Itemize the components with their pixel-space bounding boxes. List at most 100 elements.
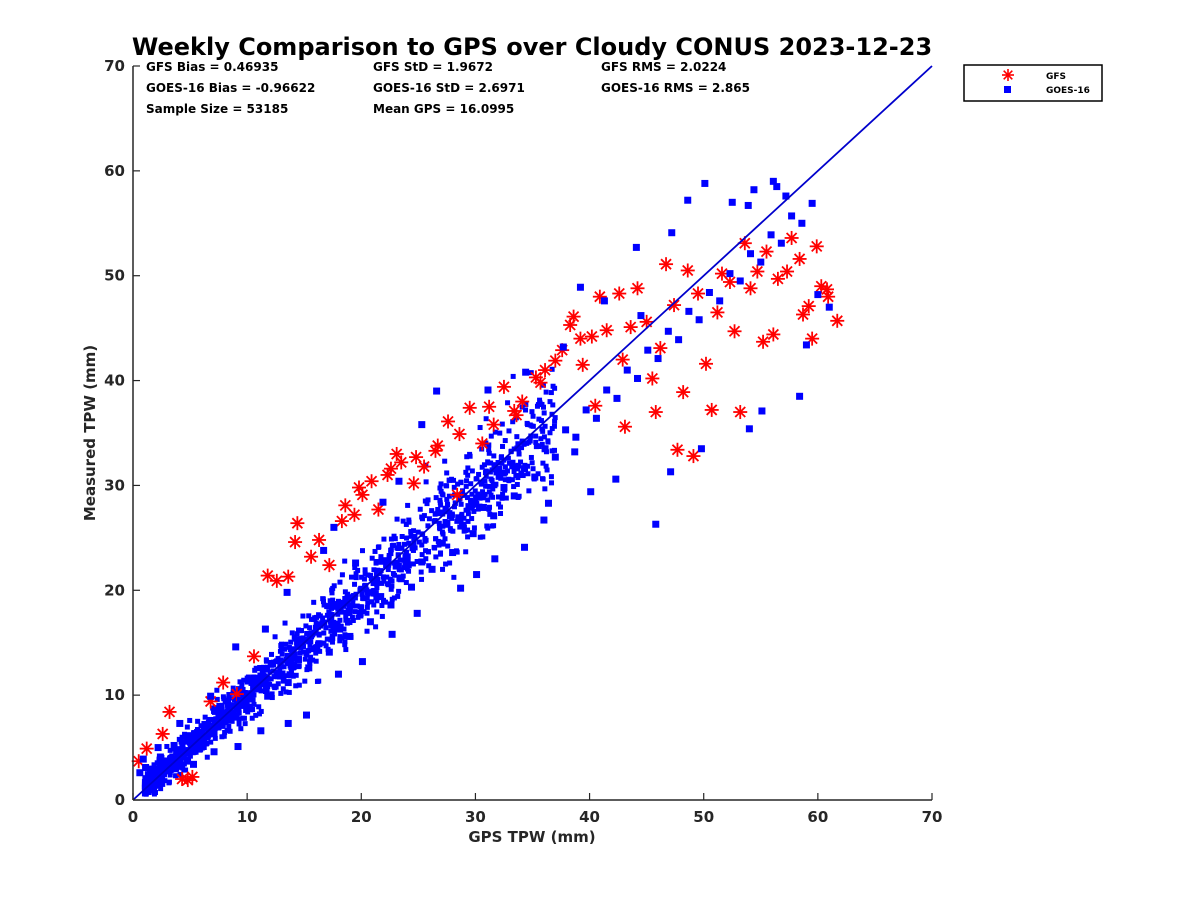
gfs-point [475,436,490,451]
goes16-background-point [435,538,441,544]
y-tick-label: 0 [115,791,125,809]
goes16-background-point [256,704,262,710]
goes16-background-point [535,402,541,408]
goes16-background-point [382,557,388,563]
goes16-background-point [359,574,365,580]
goes16-background-point [278,664,284,670]
goes16-background-point [451,574,457,580]
goes16-background-point [339,602,345,608]
goes16-background-point [502,470,508,476]
goes16-background-point [328,628,334,634]
gfs-point [698,356,713,371]
legend-goes16-square-icon [1004,86,1011,93]
goes16-background-point [449,515,455,521]
stat-label: GOES-16 RMS = 2.865 [601,81,750,95]
goes16-background-point [288,668,294,674]
gfs-point [450,487,465,502]
goes16-point [255,685,263,693]
goes16-background-point [329,590,335,596]
goes16-background-point [294,631,300,637]
gfs-point [710,305,725,320]
goes16-background-point [241,715,247,721]
goes16-background-point [487,511,493,517]
goes16-background-point [422,538,428,544]
goes16-background-point [282,646,288,652]
gfs-point [615,352,630,367]
goes16-background-point [214,687,220,693]
goes16-background-point [423,479,429,485]
goes16-point [336,625,344,633]
goes16-background-point [497,465,503,471]
gfs-point [796,307,811,322]
goes16-point [522,368,530,376]
goes16-background-point [536,443,542,449]
goes16-background-point [425,549,431,555]
goes16-background-point [378,557,384,563]
goes16-background-point [419,576,425,582]
goes16-background-point [296,664,302,670]
goes16-background-point [313,650,319,656]
goes16-point [305,664,313,672]
goes16-background-point [214,696,220,702]
gfs-point [139,741,154,756]
goes16-background-point [260,675,266,681]
goes16-point [261,625,269,633]
goes16-background-point [222,729,228,735]
goes16-background-point [475,506,481,512]
goes16-background-point [321,602,327,608]
goes16-point [325,648,333,656]
goes16-point [637,312,645,320]
goes16-background-point [311,645,317,651]
goes16-background-point [362,571,368,577]
goes16-background-point [317,613,323,619]
goes16-point [210,748,218,756]
goes16-background-point [458,480,464,486]
goes16-point [652,520,660,528]
gfs-point [417,459,432,474]
goes16-background-point [465,472,471,478]
goes16-background-point [347,595,353,601]
goes16-background-point [486,489,492,495]
goes16-point [782,192,790,200]
goes16-point [796,392,804,400]
goes16-point [716,297,724,305]
goes16-background-point [471,499,477,505]
goes16-background-point [502,438,508,444]
goes16-background-point [292,636,298,642]
goes16-background-point [318,623,324,629]
goes16-point [736,277,744,285]
scatter-density-band [141,366,558,797]
stat-label: GOES-16 Bias = -0.96622 [146,81,315,95]
goes16-background-point [467,453,473,459]
gfs-point [430,438,445,453]
goes16-background-point [369,599,375,605]
goes16-background-point [505,400,511,406]
goes16-point [245,705,253,713]
goes16-background-point [314,678,320,684]
goes16-background-point [280,670,286,676]
goes16-background-point [515,462,521,468]
goes16-background-point [540,428,546,434]
goes16-background-point [395,546,401,552]
goes16-background-point [215,705,221,711]
goes16-background-point [464,495,470,501]
goes16-background-point [320,596,326,602]
gfs-point [509,408,524,423]
goes16-background-point [343,647,349,653]
gfs-point [288,535,303,550]
goes16-background-point [540,460,546,466]
gfs-point [260,568,275,583]
y-tick-label: 10 [104,686,125,704]
gfs-point [573,331,588,346]
goes16-background-point [438,550,444,556]
goes16-background-point [480,489,486,495]
goes16-background-point [453,548,459,554]
goes16-background-point [502,477,508,483]
gfs-point [756,334,771,349]
goes16-background-point [230,702,236,708]
goes16-background-point [435,506,441,512]
goes16-background-point [374,585,380,591]
goes16-background-point [392,564,398,570]
goes16-background-point [300,643,306,649]
x-tick-label: 10 [237,808,258,826]
